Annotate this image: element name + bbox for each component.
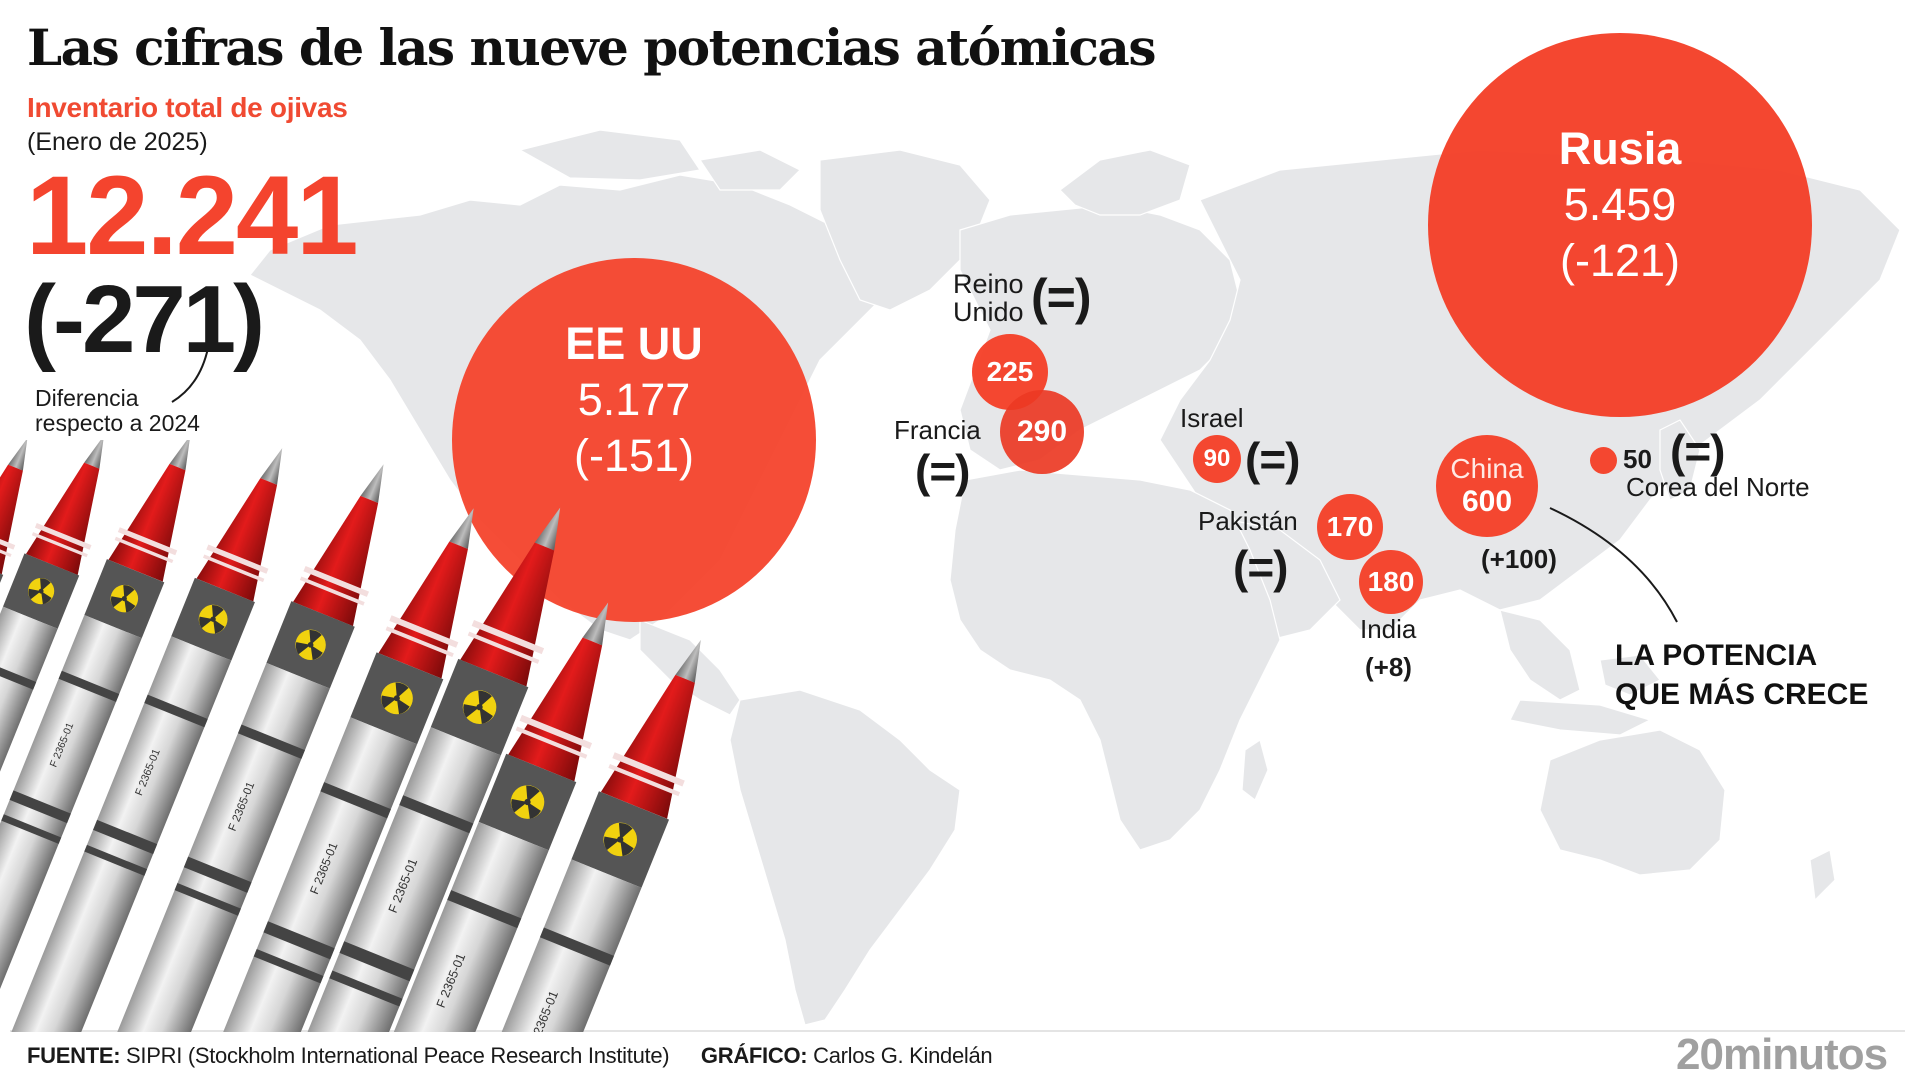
footer-credits: FUENTE: SIPRI (Stockholm International P…: [27, 1043, 993, 1069]
bubble-russia: Rusia 5.459 (-121): [1428, 33, 1812, 417]
india-name: India: [1360, 614, 1417, 644]
bubble-north-korea: [1590, 447, 1617, 474]
uk-label: Reino Unido: [953, 270, 1024, 327]
uk-name-line2: Unido: [953, 297, 1024, 328]
bubble-china: China 600: [1436, 435, 1538, 537]
pakistan-value: 170: [1326, 511, 1374, 542]
uk-value: 225: [986, 356, 1034, 387]
china-name: China: [1450, 453, 1524, 484]
uk-change: (=): [1031, 269, 1091, 325]
north-korea-change: (=): [1670, 425, 1725, 477]
change-note-line2: respecto a 2024: [35, 410, 200, 436]
bubble-pakistan: 170: [1317, 494, 1383, 560]
france-value: 290: [1016, 415, 1068, 448]
pakistan-change: (=): [1233, 541, 1288, 593]
graphic-label: GRÁFICO:: [700, 1043, 808, 1068]
israel-name: Israel: [1180, 403, 1244, 433]
israel-value: 90: [1203, 445, 1231, 472]
fastest-growing-callout: LA POTENCIA QUE MÁS CRECE: [1615, 636, 1868, 714]
bubble-india: 180: [1359, 550, 1423, 614]
bubble-france: 290: [1000, 390, 1084, 474]
france-change: (=): [915, 445, 970, 497]
israel-change: (=): [1245, 433, 1300, 485]
china-change: (+100): [1481, 544, 1557, 574]
brand-logo[interactable]: 20minutos: [1676, 1030, 1888, 1079]
source-label: FUENTE:: [27, 1043, 121, 1068]
usa-name: EE UU: [565, 318, 703, 369]
pakistan-name: Pakistán: [1198, 506, 1298, 536]
page-title: Las cifras de las nueve potencias atómic…: [27, 18, 1156, 77]
france-name: Francia: [894, 415, 981, 445]
india-change: (+8): [1365, 652, 1412, 682]
change-connector-line: [171, 347, 209, 403]
graphic-text: Carlos G. Kindelán: [813, 1043, 993, 1068]
date-label: (Enero de 2025): [27, 128, 208, 156]
missiles-illustration: F 2365-01: [0, 440, 736, 1032]
bubble-uk: 225: [972, 334, 1048, 410]
subtitle: Inventario total de ojivas: [27, 92, 348, 123]
change-note-line1: Diferencia: [35, 385, 139, 411]
bubble-usa: EE UU 5.177 (-151): [452, 258, 816, 622]
north-korea-name: Corea del Norte: [1626, 472, 1810, 502]
usa-change: (-151): [573, 430, 695, 481]
india-value: 180: [1367, 566, 1415, 597]
callout-connector-line: [1549, 507, 1678, 623]
callout-line2: QUE MÁS CRECE: [1615, 678, 1869, 711]
source-text: SIPRI (Stockholm International Peace Res…: [126, 1043, 670, 1068]
bubble-israel: 90: [1193, 435, 1241, 483]
callout-line1: LA POTENCIA: [1615, 639, 1818, 672]
russia-name: Rusia: [1558, 123, 1682, 174]
total-warheads: 12.241: [26, 153, 359, 278]
china-value: 600: [1461, 485, 1513, 518]
russia-change: (-121): [1559, 235, 1681, 286]
usa-value: 5.177: [577, 374, 691, 425]
total-change: (-271): [24, 266, 265, 373]
russia-value: 5.459: [1563, 179, 1677, 230]
north-korea-value: 50: [1623, 444, 1652, 474]
change-note: Diferencia respecto a 2024: [35, 386, 200, 436]
uk-name-line1: Reino: [953, 269, 1024, 299]
footer-divider: [10, 1030, 1905, 1032]
